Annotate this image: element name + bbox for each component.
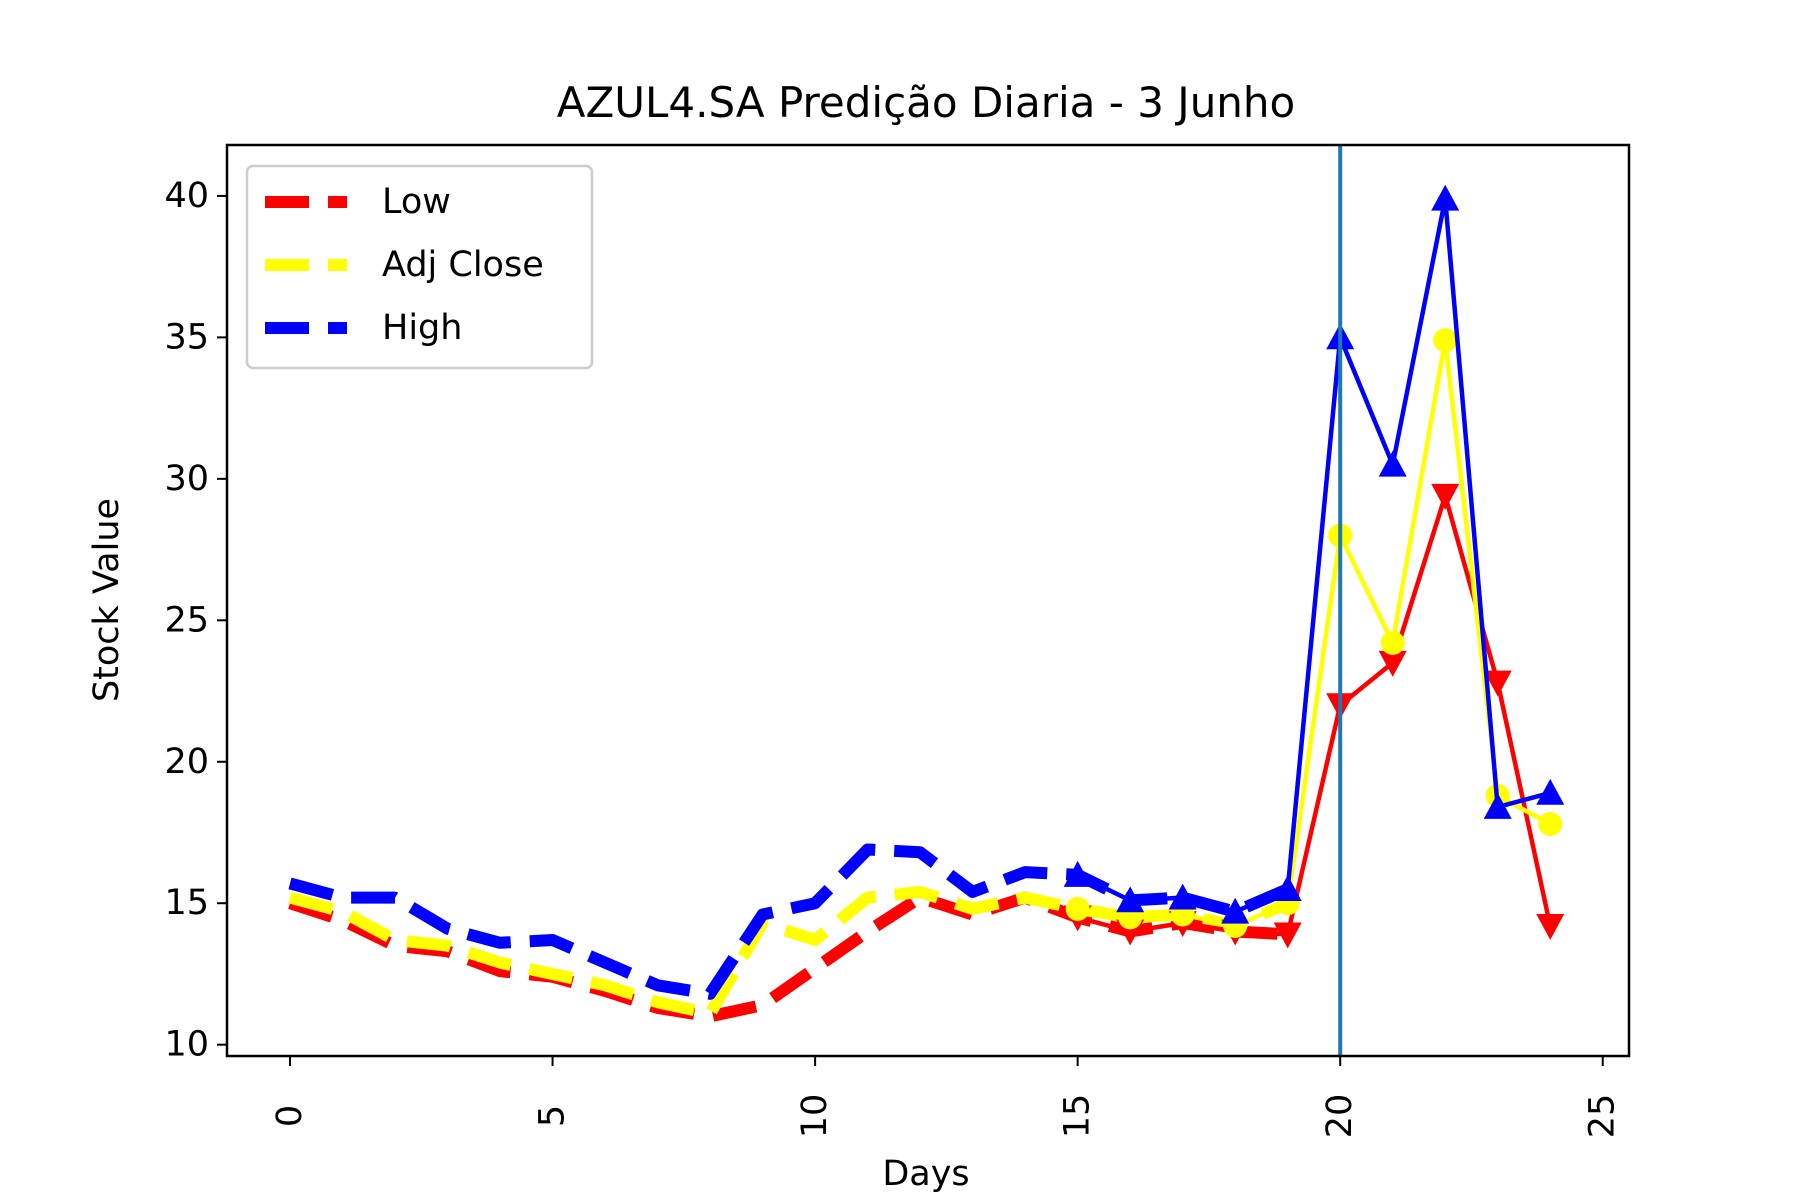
y-axis: 10 15 20 25 30 35 40 xyxy=(164,176,227,1065)
x-axis: 0 5 10 15 20 25 xyxy=(270,1056,1623,1138)
x-tick-label: 15 xyxy=(1058,1094,1098,1139)
x-tick-label: 25 xyxy=(1583,1094,1623,1139)
legend-label: High xyxy=(382,308,462,348)
series-low-point xyxy=(1431,483,1460,510)
series-high-point xyxy=(1378,450,1407,477)
plot-frame xyxy=(225,143,1631,1058)
series-high-point xyxy=(1168,883,1197,910)
series-high-point xyxy=(1221,897,1250,924)
series-high-point xyxy=(1116,886,1145,913)
legend-label: Low xyxy=(382,182,451,222)
series-adj-close-point xyxy=(1538,812,1563,837)
plot-area xyxy=(225,143,1631,1058)
series-low-prediction-line xyxy=(1077,493,1553,937)
series-adj-close-point xyxy=(1380,630,1405,655)
series-adj-close-point xyxy=(1433,328,1458,353)
series-low-point xyxy=(1378,650,1407,677)
y-tick-label: 25 xyxy=(164,600,209,640)
x-tick-label: 5 xyxy=(533,1105,573,1127)
y-tick-label: 35 xyxy=(164,317,209,357)
chart-title: AZUL4.SA Predição Diaria - 3 Junho xyxy=(557,78,1296,127)
series-high-point xyxy=(1483,793,1512,819)
series-adj-close-point xyxy=(1065,896,1090,921)
y-tick-label: 20 xyxy=(164,742,209,782)
series-low-point xyxy=(1483,670,1512,697)
series-low-point xyxy=(1273,922,1302,949)
series-low-point xyxy=(1536,913,1565,940)
x-tick-label: 10 xyxy=(795,1094,835,1139)
y-axis-label: Stock Value xyxy=(87,498,127,702)
series-high-point xyxy=(1431,184,1460,211)
y-tick-label: 30 xyxy=(164,459,209,499)
series-high-point xyxy=(1273,875,1302,901)
x-axis-label: Days xyxy=(882,1154,969,1194)
series-adj-close-prediction-line xyxy=(1077,337,1552,929)
plot-series-layer xyxy=(288,145,1565,1056)
legend: Low Adj Close High xyxy=(245,164,594,370)
series-high-prediction-line xyxy=(1076,196,1551,914)
y-tick-label: 15 xyxy=(164,883,209,923)
y-tick-label: 10 xyxy=(164,1025,209,1065)
y-tick-label: 40 xyxy=(164,176,209,216)
legend-label: Adj Close xyxy=(382,245,544,285)
series-high-point xyxy=(1536,778,1565,805)
series-high-point xyxy=(1063,860,1092,887)
x-tick-label: 20 xyxy=(1320,1094,1360,1139)
x-tick-label: 0 xyxy=(270,1105,310,1127)
legend-box xyxy=(245,164,594,370)
